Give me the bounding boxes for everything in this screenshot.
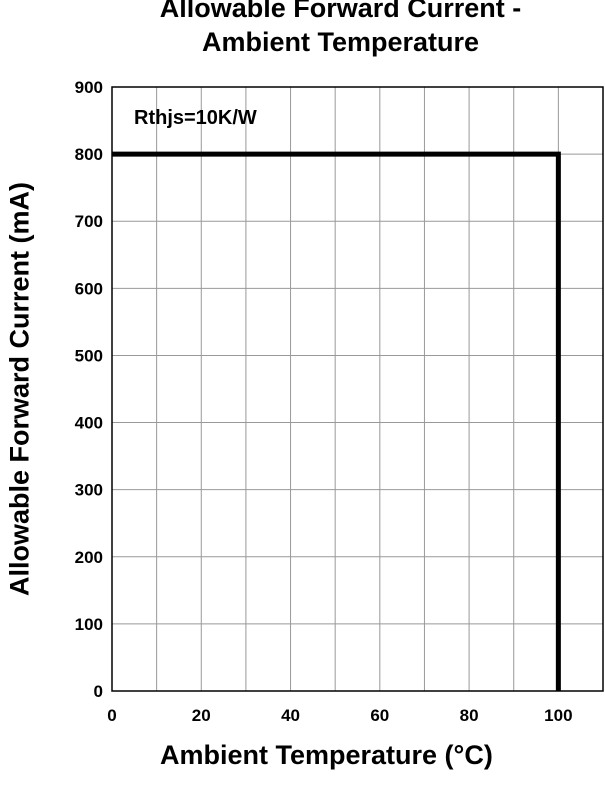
- y-tick-label: 800: [75, 145, 103, 164]
- y-tick-label: 900: [75, 78, 103, 97]
- series-line: [112, 151, 561, 691]
- x-tick-label: 80: [460, 706, 479, 725]
- x-tick-label: 100: [544, 706, 572, 725]
- y-tick-label: 300: [75, 481, 103, 500]
- grid-lines: [112, 87, 603, 691]
- x-tick-label: 40: [281, 706, 300, 725]
- chart-title-line-1: Allowable Forward Current -: [159, 0, 522, 23]
- x-axis-label: Ambient Temperature (°C): [160, 740, 493, 770]
- y-tick-label: 400: [75, 414, 103, 433]
- annotation-rthjs: Rthjs=10K/W: [134, 107, 257, 129]
- x-tick-label: 20: [192, 706, 211, 725]
- y-tick-label: 200: [75, 548, 103, 567]
- y-tick-label: 500: [75, 346, 103, 365]
- y-tick-label: 100: [75, 615, 103, 634]
- y-tick-label: 0: [94, 682, 103, 701]
- chart-title-line-2: Ambient Temperature: [201, 27, 480, 57]
- x-tick-label: 0: [107, 706, 116, 725]
- y-tick-label: 700: [75, 212, 103, 231]
- x-tick-label: 60: [370, 706, 389, 725]
- tick-labels: 0 100 200 300 400 500 600 700 800 900 0 20 40 60 80 100: [75, 78, 573, 725]
- plot-frame: [111, 86, 604, 692]
- y-tick-label: 600: [75, 279, 103, 298]
